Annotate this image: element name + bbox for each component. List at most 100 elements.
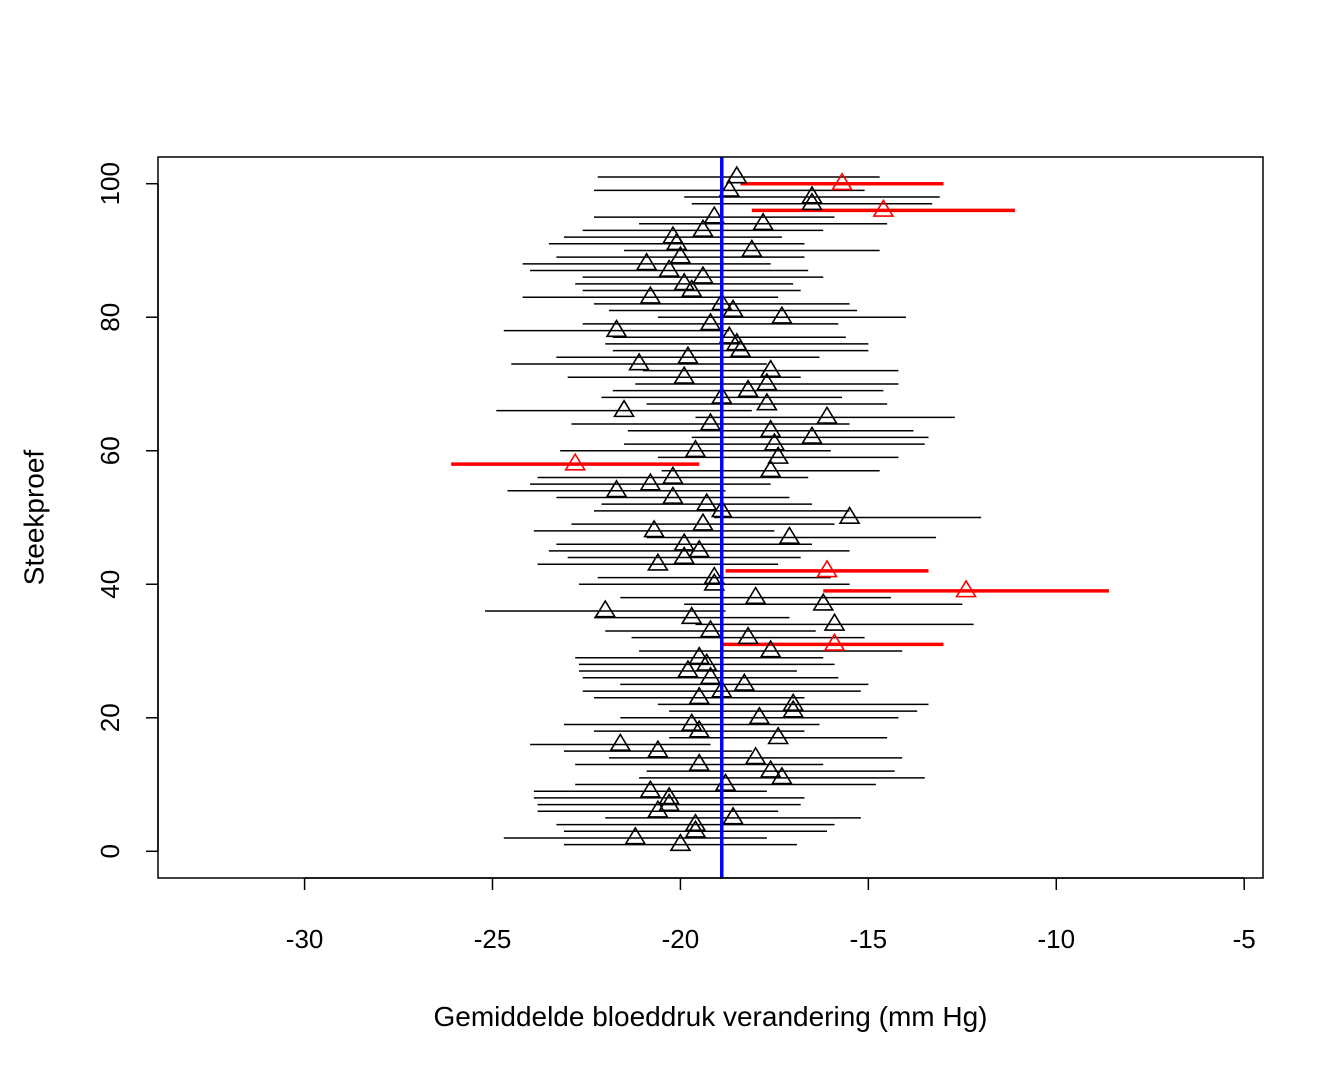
mean-marker <box>564 452 587 471</box>
mean-marker <box>725 332 748 351</box>
x-axis-title: Gemiddelde bloeddruk verandering (mm Hg) <box>433 1001 987 1032</box>
mean-marker <box>646 552 669 571</box>
mean-marker <box>722 299 744 318</box>
x-tick-label: -20 <box>662 924 700 954</box>
mean-marker <box>838 505 861 525</box>
y-tick-label: 20 <box>95 703 125 732</box>
mean-marker <box>812 592 835 611</box>
mean-marker <box>752 212 775 231</box>
mean-marker <box>643 519 666 538</box>
mean-marker <box>680 606 703 625</box>
mean-marker <box>635 252 658 271</box>
mean-marker <box>594 599 617 618</box>
mean-marker <box>770 766 793 785</box>
mean-marker <box>695 492 718 511</box>
mean-marker <box>658 258 681 277</box>
mean-marker <box>669 245 692 264</box>
mean-marker <box>699 666 722 685</box>
mean-marker <box>801 192 823 211</box>
mean-marker <box>688 752 711 772</box>
mean-marker <box>872 198 895 217</box>
mean-marker <box>699 312 722 331</box>
mean-marker <box>718 178 741 197</box>
mean-marker <box>695 652 718 671</box>
mean-marker <box>699 412 722 431</box>
mean-marker <box>740 238 763 257</box>
plot-frame <box>157 156 1264 879</box>
mean-marker <box>692 265 714 284</box>
mean-marker <box>613 399 635 418</box>
mean-marker <box>605 319 628 338</box>
mean-marker <box>801 425 823 444</box>
mean-marker <box>605 479 628 498</box>
mean-marker <box>699 619 722 638</box>
mean-marker <box>688 539 711 558</box>
x-axis: -30 -25 -20 -15 -10 -5 <box>286 877 1256 954</box>
mean-marker <box>688 646 711 665</box>
mean-marker <box>770 305 793 324</box>
mean-marker <box>759 359 782 378</box>
mean-marker <box>646 739 669 758</box>
mean-marker <box>624 826 647 845</box>
mean-marker <box>816 405 838 424</box>
mean-marker <box>677 345 699 364</box>
mean-marker <box>639 285 662 304</box>
mean-marker <box>639 779 662 798</box>
mean-marker <box>955 579 977 598</box>
mean-marker <box>744 746 767 765</box>
mean-marker <box>680 712 703 731</box>
mean-marker <box>782 692 805 711</box>
mean-marker <box>661 485 684 504</box>
mean-marker <box>680 279 703 298</box>
mean-marker <box>823 612 846 631</box>
mean-marker <box>609 732 632 751</box>
mean-marker <box>658 786 681 805</box>
mean-marker <box>816 559 838 578</box>
mean-marker <box>737 379 760 398</box>
mean-marker <box>748 706 771 725</box>
mean-marker <box>722 806 744 825</box>
mean-markers <box>564 165 977 852</box>
mean-marker <box>725 165 748 184</box>
mean-marker <box>759 459 782 478</box>
x-tick-label: -10 <box>1037 924 1075 954</box>
x-tick-label: -25 <box>474 924 512 954</box>
mean-marker <box>639 472 662 491</box>
mean-marker <box>665 232 688 251</box>
mean-marker <box>673 272 696 291</box>
x-tick-label: -30 <box>286 924 324 954</box>
mean-marker <box>831 172 853 191</box>
mean-marker <box>703 566 726 585</box>
y-axis-title: Steekproef <box>19 450 50 586</box>
mean-marker <box>737 626 760 645</box>
mean-marker <box>823 632 846 651</box>
mean-marker <box>703 205 726 224</box>
mean-marker <box>755 392 778 411</box>
mean-marker <box>684 813 707 832</box>
mean-marker <box>673 365 696 384</box>
mean-marker <box>718 325 741 344</box>
mean-marker <box>755 372 778 391</box>
y-tick-label: 60 <box>95 436 125 465</box>
x-tick-label: -15 <box>850 924 888 954</box>
x-tick-label: -5 <box>1233 924 1256 954</box>
mean-marker <box>801 185 823 204</box>
mean-marker <box>744 586 767 605</box>
mean-marker <box>669 833 692 852</box>
mean-marker <box>767 445 790 464</box>
interval-lines <box>451 176 1109 846</box>
mean-marker <box>733 672 756 691</box>
mean-marker <box>628 352 651 371</box>
mean-marker <box>759 759 782 778</box>
mean-marker <box>684 819 707 838</box>
y-tick-label: 40 <box>95 570 125 599</box>
mean-marker <box>692 218 714 237</box>
mean-marker <box>646 799 669 818</box>
mean-marker <box>759 639 782 658</box>
mean-marker <box>688 719 711 738</box>
mean-marker <box>778 526 801 545</box>
mean-marker <box>767 726 790 745</box>
mean-marker <box>714 773 737 792</box>
mean-marker <box>677 659 699 678</box>
